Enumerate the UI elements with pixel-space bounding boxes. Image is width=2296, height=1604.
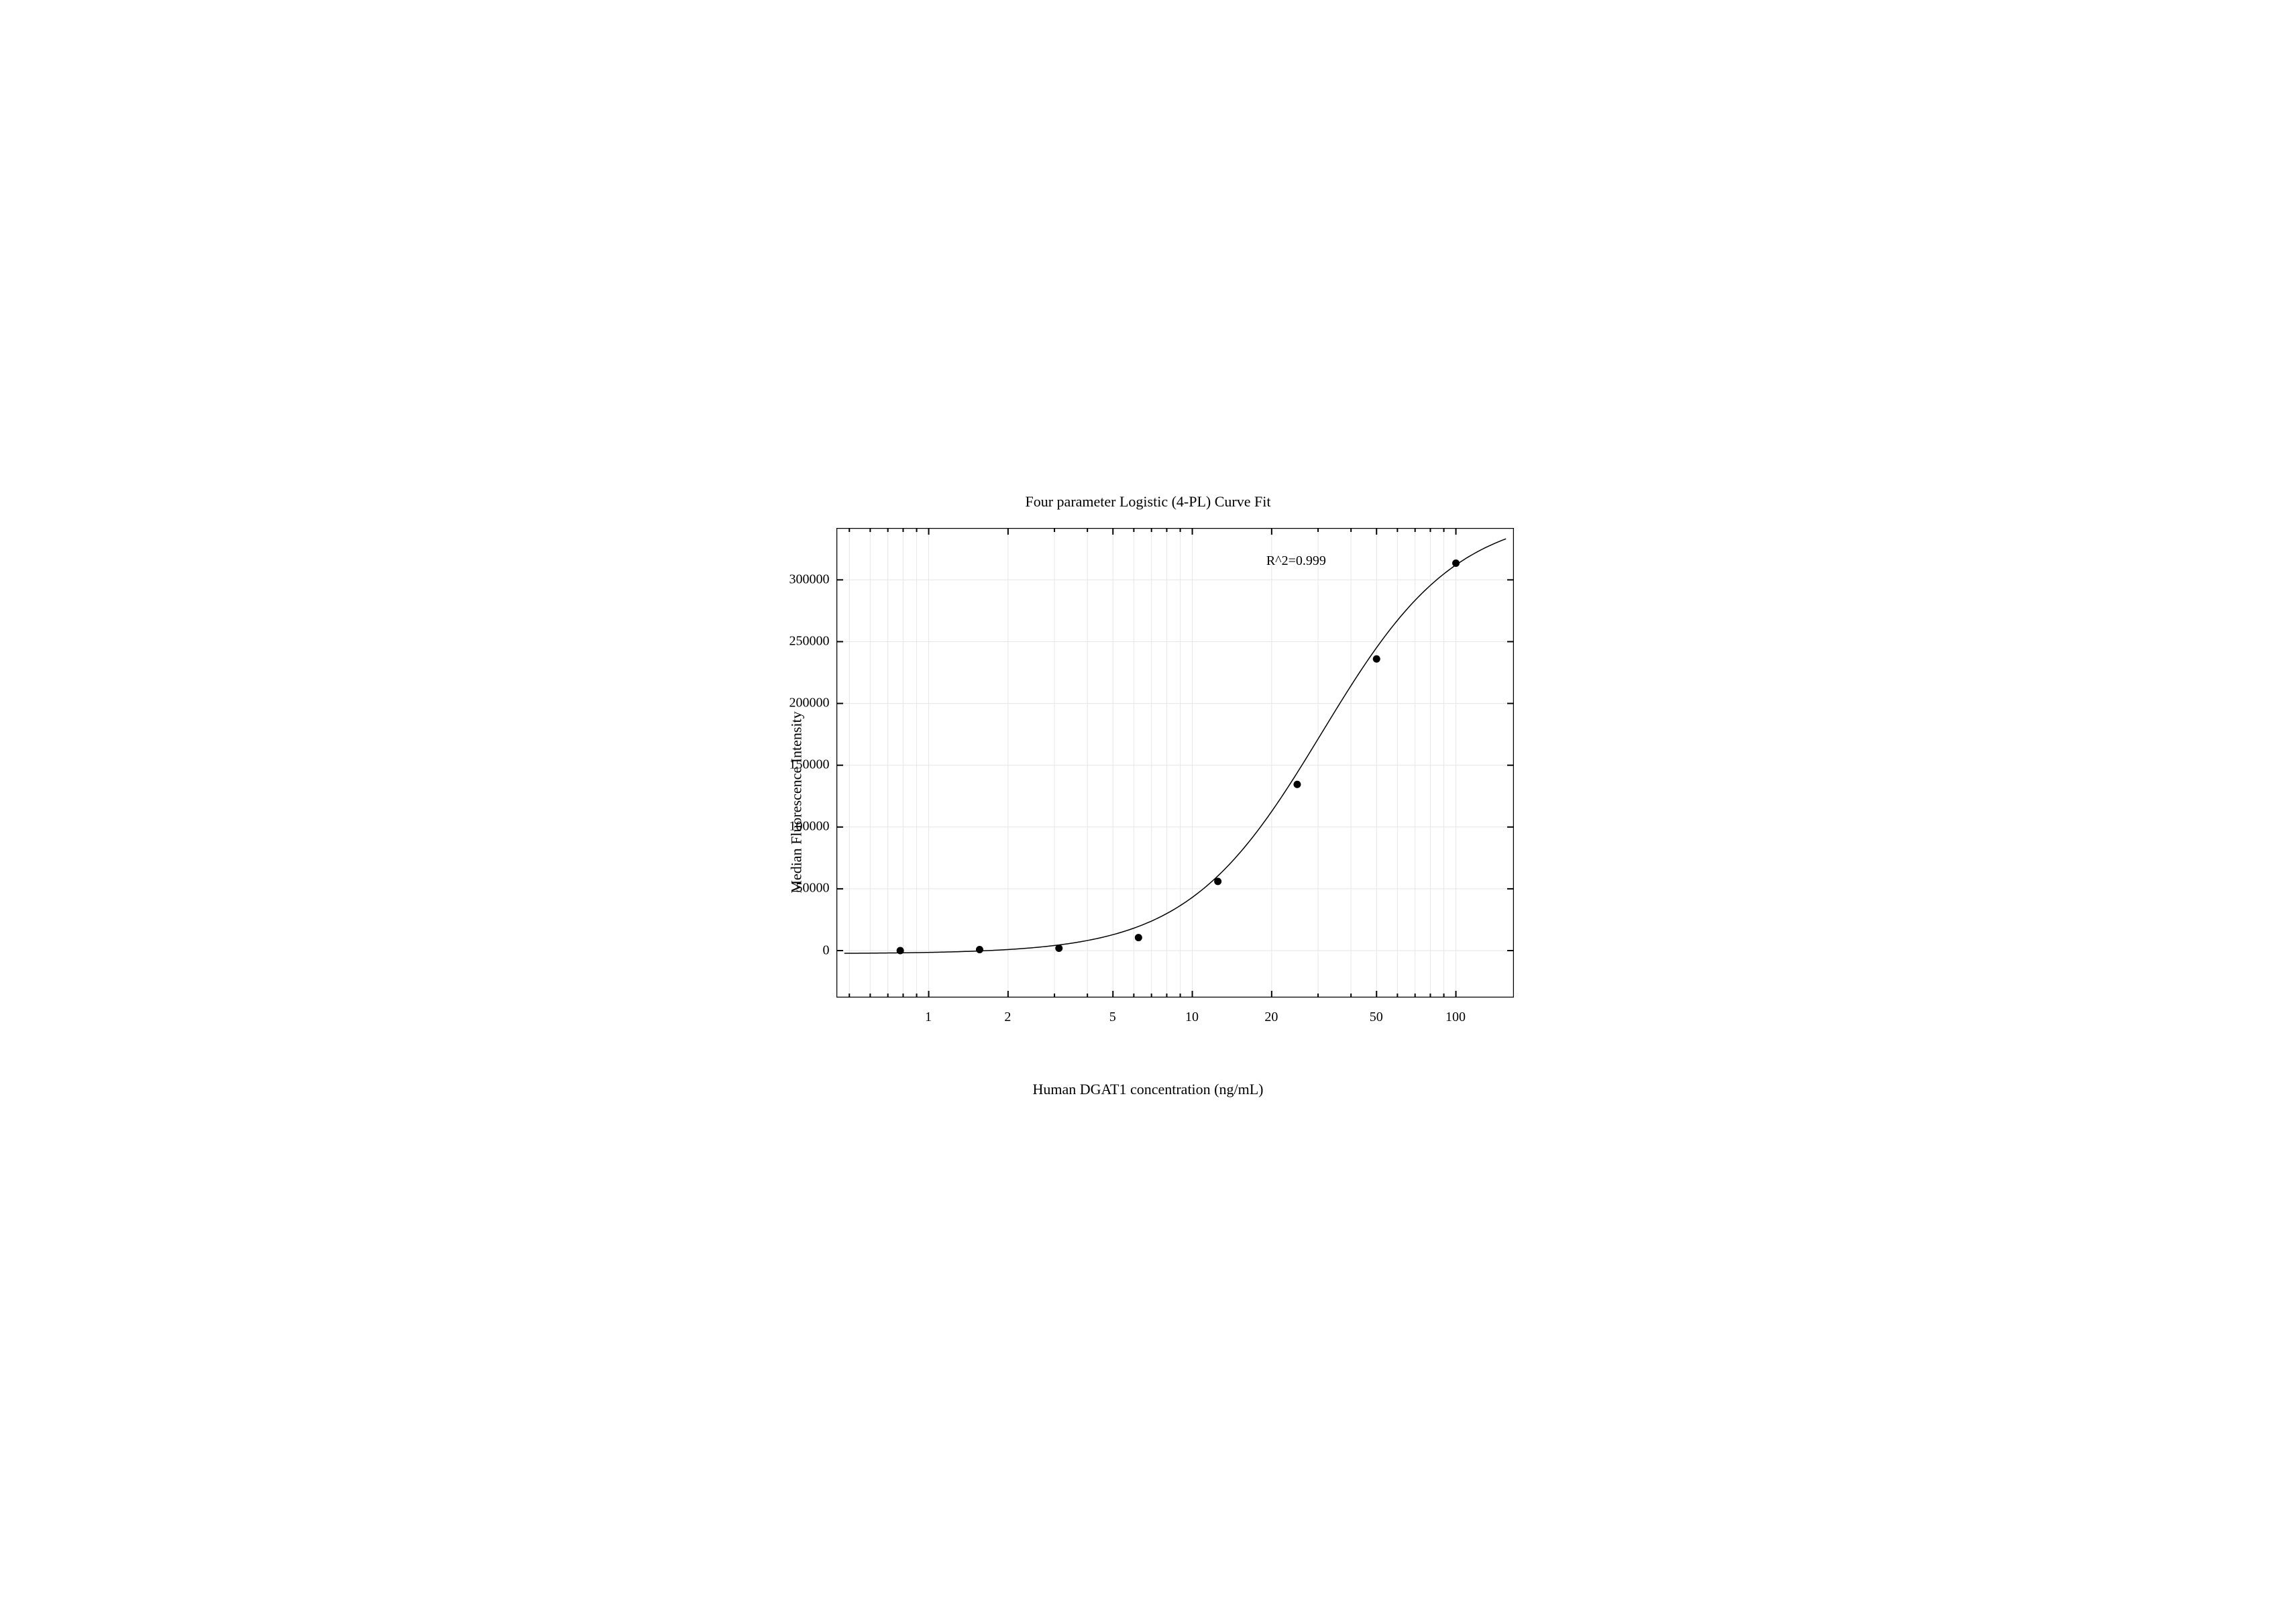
x-tick-label: 1 bbox=[925, 1010, 932, 1025]
data-point bbox=[1214, 877, 1221, 885]
data-point bbox=[896, 947, 904, 954]
figure-container: Four parameter Logistic (4-PL) Curve Fit… bbox=[679, 474, 1618, 1130]
y-tick-label: 200000 bbox=[789, 696, 830, 711]
x-axis-label: Human DGAT1 concentration (ng/mL) bbox=[679, 1081, 1618, 1098]
y-tick-label: 150000 bbox=[789, 757, 830, 773]
data-point bbox=[1055, 945, 1062, 952]
y-tick-label: 300000 bbox=[789, 572, 830, 587]
chart-title: Four parameter Logistic (4-PL) Curve Fit bbox=[679, 493, 1618, 511]
x-tick-label: 20 bbox=[1264, 1010, 1278, 1025]
x-tick-label: 50 bbox=[1370, 1010, 1383, 1025]
data-point bbox=[1293, 780, 1301, 788]
x-tick-label: 2 bbox=[1004, 1010, 1011, 1025]
data-point bbox=[1134, 934, 1142, 941]
y-tick-label: 0 bbox=[823, 943, 830, 958]
r-squared-annotation: R^2=0.999 bbox=[1266, 553, 1326, 569]
data-point bbox=[1372, 655, 1380, 662]
x-tick-label: 5 bbox=[1109, 1010, 1116, 1025]
data-point bbox=[975, 946, 983, 953]
y-tick-label: 50000 bbox=[796, 881, 830, 896]
y-tick-label: 250000 bbox=[789, 633, 830, 649]
x-tick-label: 10 bbox=[1185, 1010, 1199, 1025]
data-point bbox=[1452, 559, 1460, 567]
y-axis-label: Median Fluorescence Intensity bbox=[787, 711, 805, 893]
x-tick-label: 100 bbox=[1445, 1010, 1466, 1025]
chart-svg bbox=[836, 528, 1514, 998]
plot-area: 050000100000150000200000250000300000 125… bbox=[836, 528, 1514, 998]
y-tick-label: 100000 bbox=[789, 819, 830, 835]
